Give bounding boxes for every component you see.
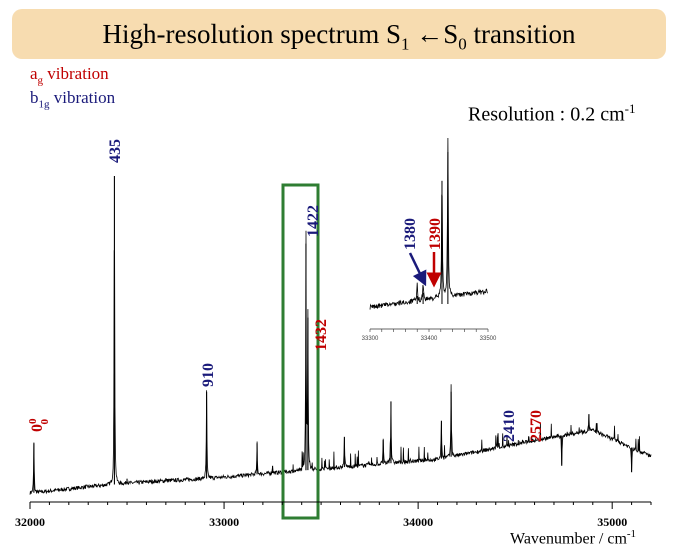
legend-ag-vibration: ag vibration — [30, 64, 109, 87]
x-axis-label: Wavenumber / cm-1 — [510, 528, 637, 548]
spectrum-line-layer — [29, 176, 652, 520]
peak-label-1432: 1432 — [313, 319, 330, 351]
x-tick-label: 33000 — [209, 515, 239, 529]
peak-label-910: 910 — [200, 363, 217, 387]
legend-b1g-vibration: b1g vibration — [30, 88, 116, 111]
peak-label-2570: 2570 — [528, 410, 545, 442]
x-tick-label: 34000 — [403, 515, 433, 529]
inset-tick-label: 33500 — [480, 336, 497, 342]
peak-label-435: 435 — [107, 139, 124, 163]
resolution-annotation: Resolution : 0.2 cm-1 — [468, 101, 636, 126]
chart-title: High-resolution spectrum S1 ←S0 transiti… — [102, 19, 576, 54]
highlight-box — [281, 183, 320, 520]
inset-peak-label-1390: 1390 — [427, 218, 444, 250]
inset-tick-label: 33300 — [362, 336, 379, 342]
x-axis: 32000 33000 34000 35000 — [15, 501, 652, 529]
spectrum-series-line — [29, 230, 652, 495]
zoom-inset: 33300 33400 33500 1380 1390 — [362, 137, 497, 342]
x-tick-label: 32000 — [15, 515, 45, 529]
peak-label-2410: 2410 — [501, 410, 518, 442]
title-banner: High-resolution spectrum S1 ←S0 transiti… — [12, 9, 666, 59]
peak-label-origin: 000 — [27, 418, 51, 432]
x-tick-label: 35000 — [597, 515, 627, 529]
inset-peak-label-1380: 1380 — [402, 218, 419, 250]
peak-labels: 435 910 1422 1432 2410 2570 000 — [27, 139, 545, 442]
peak-label-1422: 1422 — [305, 205, 322, 237]
inset-arrow-1380 — [408, 252, 427, 287]
inset-tick-label: 33400 — [421, 336, 438, 342]
inset-spectrum-line — [369, 137, 488, 310]
